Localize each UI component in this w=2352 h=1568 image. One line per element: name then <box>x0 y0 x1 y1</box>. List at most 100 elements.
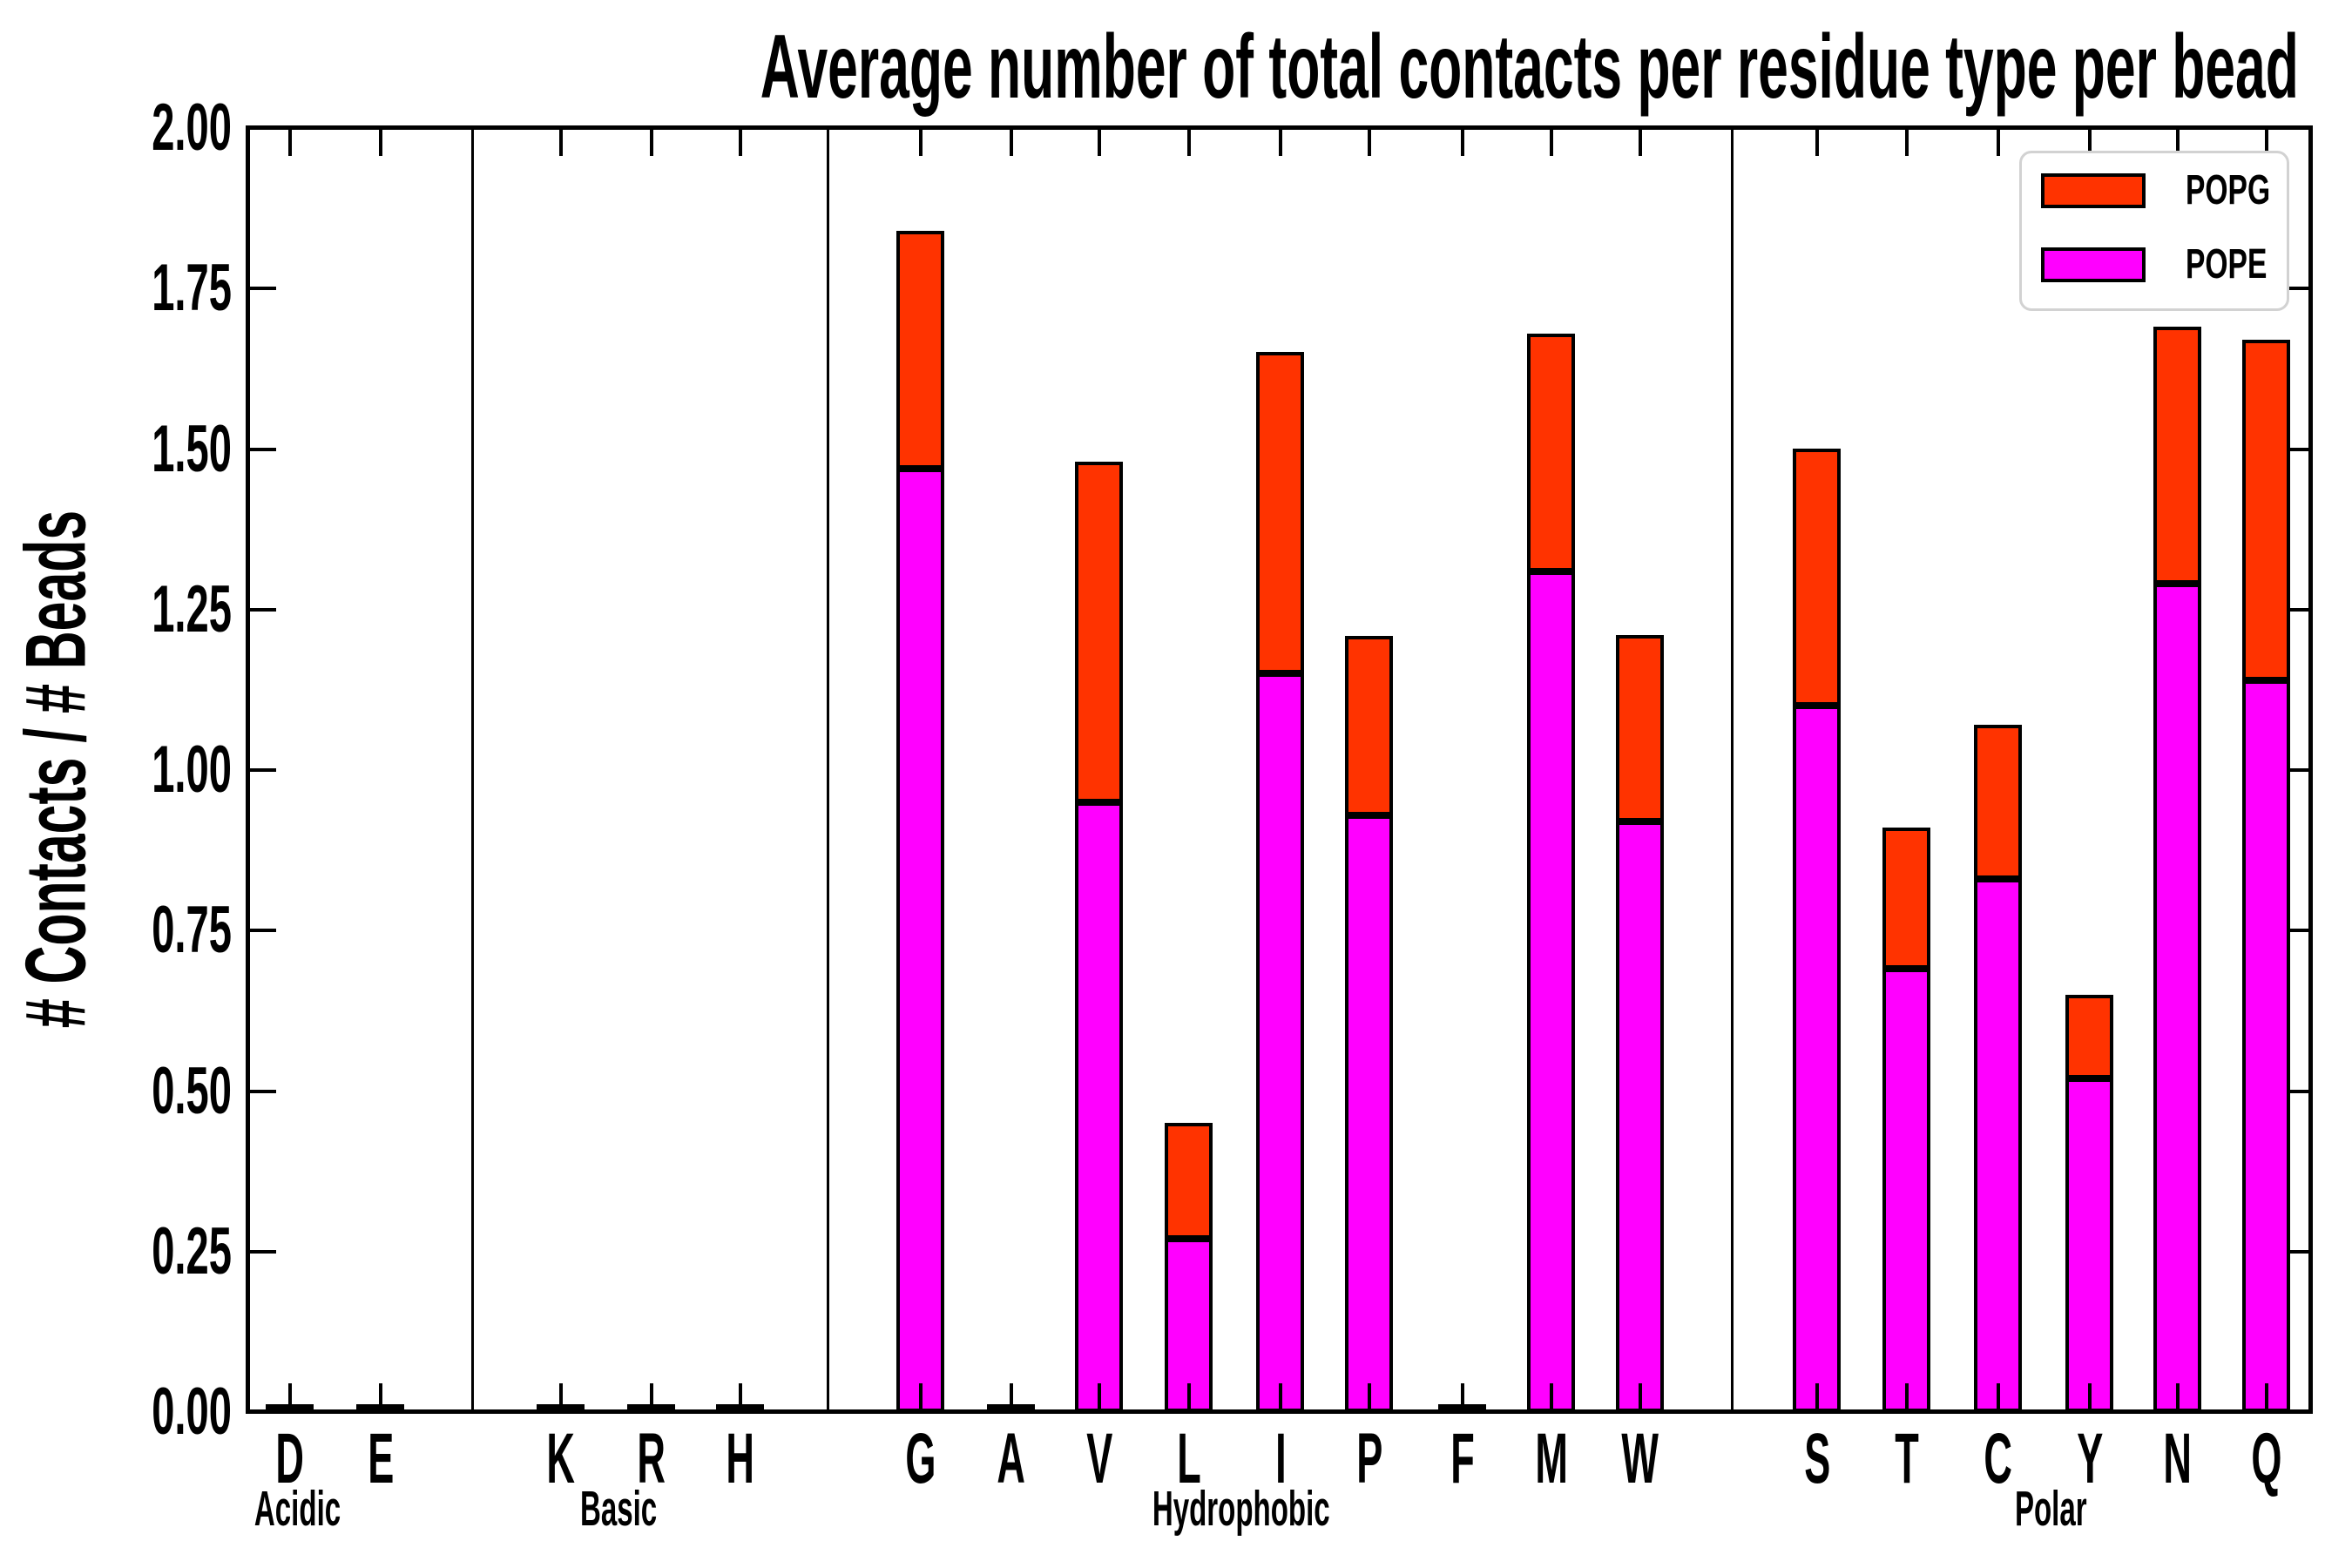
x-tick-bottom <box>1010 1383 1013 1409</box>
x-tick-bottom <box>919 1383 923 1409</box>
y-tick-label: 1.50 <box>0 408 232 491</box>
x-tick-bottom <box>1279 1383 1282 1409</box>
x-tick-top <box>1187 130 1191 156</box>
x-category-label-text: A <box>997 1419 1026 1498</box>
x-category-label: E <box>311 1423 450 1495</box>
popg-label: POPG <box>2186 167 2271 213</box>
x-tick-top <box>2265 130 2268 156</box>
bar-T-pope <box>1882 969 1930 1412</box>
right-spine <box>2308 125 2313 1414</box>
y-tick-left <box>250 929 276 933</box>
bar-V-pope <box>1075 802 1123 1412</box>
y-tick-left <box>250 607 276 612</box>
left-spine <box>246 125 250 1414</box>
y-tick-left <box>250 768 276 772</box>
bar-Y-pope <box>2065 1078 2113 1412</box>
y-tick-left <box>250 1089 276 1093</box>
x-tick-bottom <box>1187 1383 1191 1409</box>
x-category-label-text: I <box>1274 1419 1287 1498</box>
x-category-label-text: K <box>546 1419 576 1498</box>
x-category-label: K <box>491 1423 631 1495</box>
x-category-label: L <box>1119 1423 1259 1495</box>
group-label-text: Acidic <box>254 1481 341 1537</box>
x-tick-top <box>1010 130 1013 156</box>
group-label-basic: Basic <box>436 1484 801 1534</box>
x-tick-bottom <box>288 1383 292 1409</box>
x-category-label: S <box>1747 1423 1887 1495</box>
popg-color-swatch <box>2041 173 2146 208</box>
x-category-label-text: C <box>1984 1419 2013 1498</box>
x-category-label-text: M <box>1535 1419 1568 1498</box>
x-category-label: Y <box>2020 1423 2159 1495</box>
x-tick-bottom <box>1550 1383 1553 1409</box>
bar-L-popg <box>1165 1123 1213 1239</box>
x-tick-bottom <box>1098 1383 1101 1409</box>
y-tick-right <box>2282 1089 2308 1093</box>
bar-Q-popg <box>2242 340 2290 680</box>
bar-P-pope <box>1345 815 1393 1412</box>
x-tick-top <box>559 130 563 156</box>
x-tick-bottom <box>559 1383 563 1409</box>
y-tick-label: 0.00 <box>0 1370 232 1454</box>
bar-S-pope <box>1793 706 1841 1412</box>
y-tick-right <box>2282 768 2308 772</box>
pope-label: POPE <box>2186 241 2268 287</box>
x-tick-bottom <box>1905 1383 1909 1409</box>
bar-S-popg <box>1793 449 1841 706</box>
chart-title-wrap: Average number of total contacts per res… <box>247 17 2313 118</box>
x-category-label-text: D <box>275 1419 305 1498</box>
x-tick-bottom <box>739 1383 742 1409</box>
y-tick-label: 1.75 <box>0 247 232 330</box>
y-tick-label-text: 0.00 <box>152 1375 232 1449</box>
y-tick-label-text: 0.50 <box>152 1053 232 1128</box>
y-tick-left <box>250 287 276 291</box>
x-tick-bottom <box>2265 1383 2268 1409</box>
y-tick-label-text: 1.25 <box>152 571 232 646</box>
x-tick-top <box>288 130 292 156</box>
y-tick-label: 2.00 <box>0 86 232 170</box>
x-tick-bottom <box>1368 1383 1371 1409</box>
bar-P-popg <box>1345 636 1393 815</box>
x-tick-bottom <box>2176 1383 2180 1409</box>
group-label-hydrophobic: Hydrophobic <box>1058 1484 1424 1534</box>
bar-Y-popg <box>2065 995 2113 1078</box>
bar-W-pope <box>1616 821 1664 1412</box>
x-category-label-text: E <box>367 1419 395 1498</box>
x-tick-top <box>650 130 653 156</box>
x-tick-top <box>1098 130 1101 156</box>
chart-title: Average number of total contacts per res… <box>760 17 2299 118</box>
legend-item-pope: POPE <box>2022 241 2287 287</box>
x-category-label: M <box>1482 1423 1621 1495</box>
x-category-label: N <box>2108 1423 2247 1495</box>
x-tick-top <box>919 130 923 156</box>
group-label-acidic: Acidic <box>115 1484 481 1534</box>
x-category-label: C <box>1929 1423 2068 1495</box>
bar-G-pope <box>896 469 944 1412</box>
bar-N-popg <box>2153 327 2201 584</box>
x-category-label: D <box>220 1423 360 1495</box>
x-tick-bottom <box>650 1383 653 1409</box>
x-category-label: P <box>1300 1423 1439 1495</box>
legend-item-popg: POPG <box>2022 167 2287 213</box>
group-label-text: Polar <box>2014 1481 2087 1537</box>
y-tick-label-text: 0.25 <box>152 1213 232 1288</box>
x-category-label-text: N <box>2163 1419 2193 1498</box>
y-tick-left <box>250 1249 276 1254</box>
y-tick-left <box>250 447 276 451</box>
x-category-label: H <box>671 1423 810 1495</box>
pope-color-swatch <box>2041 247 2146 282</box>
x-tick-top <box>1639 130 1642 156</box>
legend: POPG POPE <box>2019 151 2289 311</box>
x-tick-bottom <box>379 1383 382 1409</box>
x-tick-top <box>2088 130 2092 156</box>
bar-T-popg <box>1882 828 1930 969</box>
y-tick-left <box>250 126 276 130</box>
x-category-label: V <box>1030 1423 1169 1495</box>
y-tick-label: 0.75 <box>0 889 232 972</box>
x-category-label-text: G <box>905 1419 936 1498</box>
group-label-polar: Polar <box>1868 1484 2234 1534</box>
y-tick-right <box>2282 447 2308 451</box>
x-category-label: T <box>1837 1423 1977 1495</box>
